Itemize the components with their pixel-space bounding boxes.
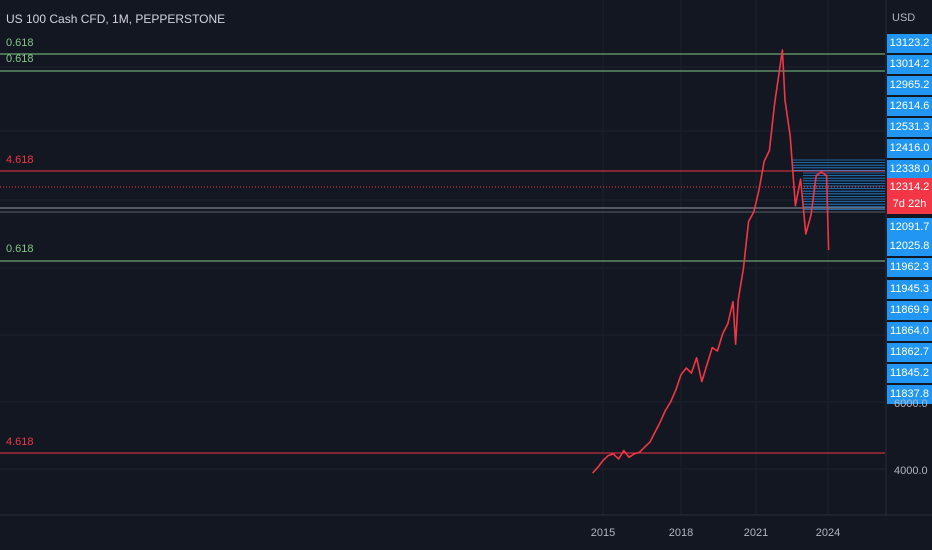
price-tag-bg [887, 343, 932, 362]
fib-label-0: 0.618 [6, 37, 34, 49]
chart-title: US 100 Cash CFD, 1M, PEPPERSTONE [6, 12, 226, 26]
price-tag-bg [887, 258, 932, 277]
price-tag: 11864.0 [890, 325, 929, 337]
price-tag-bg [887, 160, 932, 179]
price-tag: 13123.2 [889, 37, 930, 49]
price-tag-bg [887, 195, 932, 214]
price-tag: 12025.8 [889, 240, 930, 252]
price-tag: 11962.3 [890, 261, 929, 273]
currency-label: USD [892, 12, 916, 24]
price-tag-bg [887, 55, 932, 74]
price-tag: 12091.7 [889, 221, 930, 233]
price-tag-bg [887, 322, 932, 341]
price-tag: 13014.2 [889, 58, 930, 70]
x-tick-label: 2024 [815, 527, 841, 539]
price-tag-bg [887, 34, 932, 53]
price-line [592, 49, 830, 474]
price-tag-bg [887, 118, 932, 137]
fib-label-4: 4.618 [6, 436, 34, 448]
price-tag: 11945.3 [890, 283, 929, 295]
price-tag-bg [887, 385, 932, 404]
price-tag: 12338.0 [889, 163, 930, 175]
x-tick-label: 2018 [668, 527, 694, 539]
price-tag: 11837.8 [890, 388, 929, 400]
countdown-tag: 7d 22h [892, 198, 927, 210]
x-tick-label: 2015 [590, 527, 616, 539]
price-tag: 11862.7 [890, 346, 929, 358]
price-tag-bg [887, 139, 932, 158]
price-tag-bg [887, 301, 932, 320]
x-tick-label: 2021 [743, 527, 769, 539]
price-tag-bg [887, 218, 932, 237]
price-tag: 12965.2 [889, 79, 930, 91]
price-tag: 11869.9 [890, 304, 929, 316]
fib-label-1: 0.618 [6, 53, 34, 65]
fib-label-3: 0.618 [6, 243, 34, 255]
fib-label-2: 4.618 [6, 154, 34, 166]
current-price-tag: 12314.2 [889, 181, 930, 193]
price-tag-bg [887, 76, 932, 95]
price-tag-bg [887, 178, 932, 195]
y-tick-label: 4000.0 [894, 465, 928, 477]
price-tag: 12531.3 [889, 121, 930, 133]
y-tick-label: 6000.0 [894, 398, 928, 410]
price-tag-bg [887, 237, 932, 256]
price-tag-bg [887, 364, 932, 383]
price-tag: 11845.2 [890, 367, 929, 379]
price-tag: 12416.0 [889, 142, 930, 154]
price-tag: 12614.6 [889, 100, 930, 112]
price-tag-bg [887, 97, 932, 116]
price-tag-bg [887, 280, 932, 299]
